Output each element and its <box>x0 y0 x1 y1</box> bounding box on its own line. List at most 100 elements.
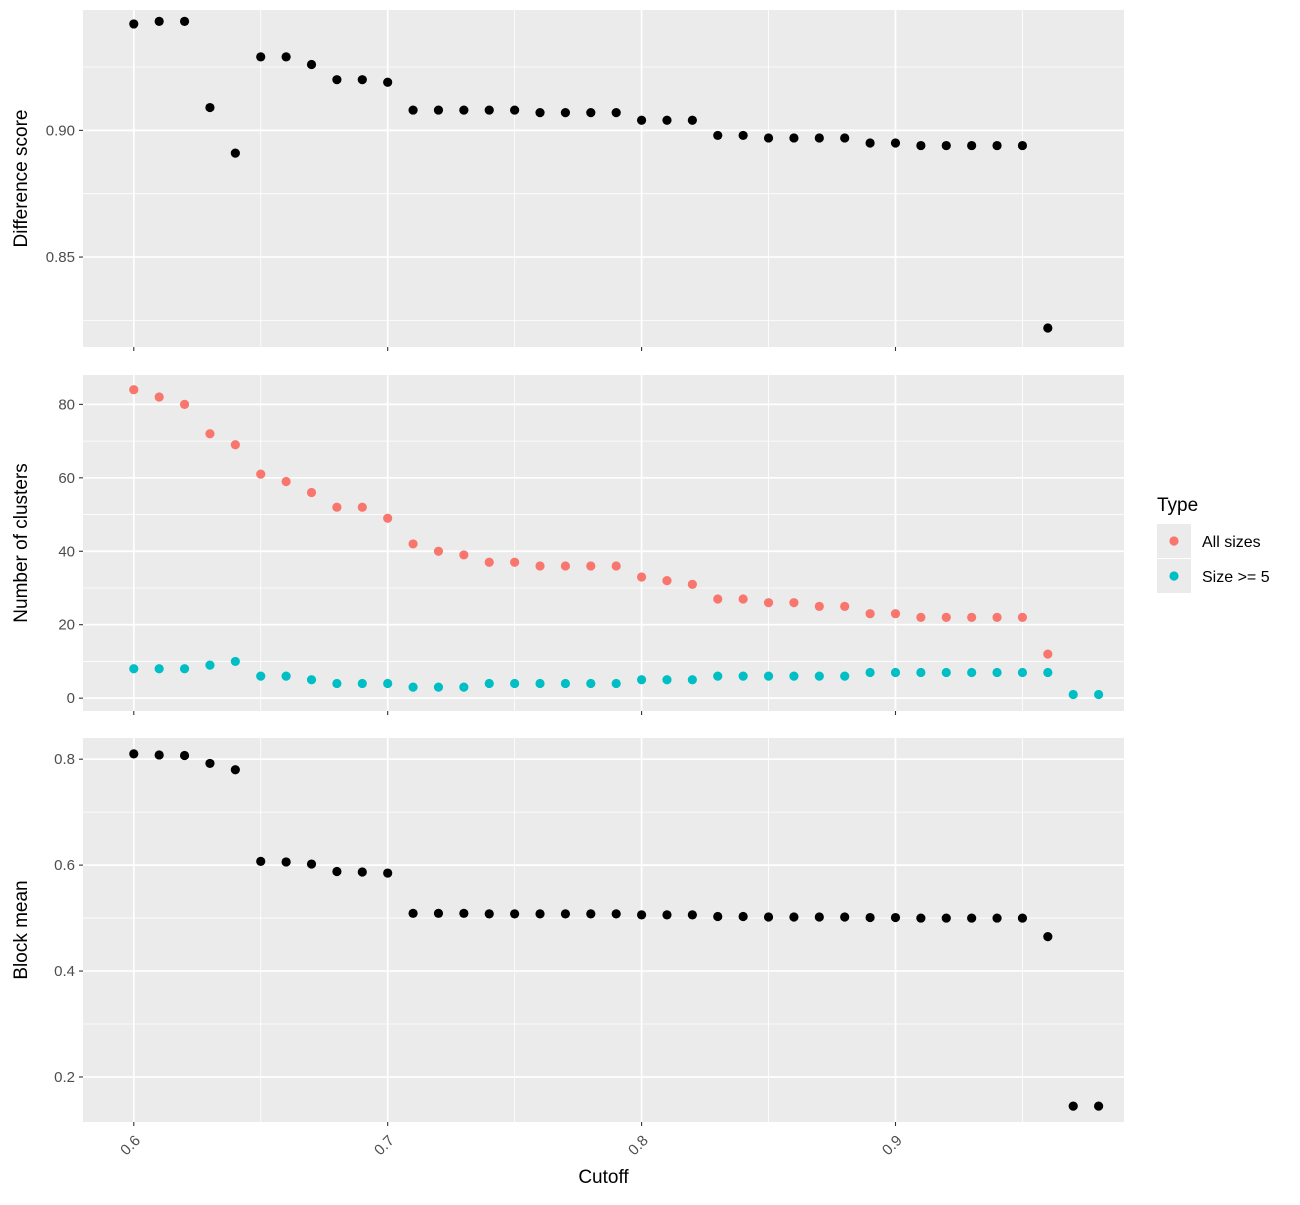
x-tick-label: 0.6 <box>117 1132 144 1159</box>
panel-2: 0 20 40 60 80 Number of clusters Type All sizes… <box>11 375 1270 715</box>
data-point <box>433 105 444 115</box>
data-point <box>865 609 875 619</box>
data-point <box>281 52 291 62</box>
data-point <box>789 598 799 608</box>
series-1 <box>129 385 1053 659</box>
x-tick-label: 0.7 <box>371 1132 398 1159</box>
data-point <box>789 912 799 922</box>
data-point <box>560 561 571 571</box>
legend-label: Size >= 5 <box>1202 569 1270 586</box>
panel-3: 0.2 0.4 0.6 0.8 Block mean 0.6 0.7 0.8 0.9 Cutoff <box>11 738 1124 1188</box>
series-1 <box>129 16 1053 333</box>
data-point <box>179 399 190 409</box>
data-point <box>789 133 799 143</box>
data-point <box>332 502 342 512</box>
data-point <box>129 19 139 29</box>
y-tick-label: 0.6 <box>54 857 75 874</box>
data-point <box>967 140 977 151</box>
data-point <box>357 75 367 85</box>
data-point <box>383 513 393 523</box>
legend: Type All sizes Size >= 5 <box>1157 495 1270 593</box>
data-point <box>1043 323 1053 333</box>
data-point <box>662 675 672 685</box>
y-tick-label: 0.4 <box>54 963 75 980</box>
data-point <box>129 385 139 395</box>
data-point <box>840 133 850 143</box>
data-point <box>154 750 164 760</box>
data-point <box>713 911 723 922</box>
data-point <box>154 16 164 27</box>
data-point <box>713 671 723 681</box>
data-point <box>459 105 469 115</box>
data-point <box>535 108 545 118</box>
data-point <box>510 557 520 567</box>
data-point <box>459 908 469 918</box>
data-point <box>662 115 672 125</box>
data-point <box>967 667 977 678</box>
data-point <box>281 671 291 681</box>
y-tick-label: 20 <box>58 617 75 634</box>
data-point <box>332 75 342 85</box>
data-point <box>713 130 723 141</box>
data-point <box>890 912 901 923</box>
data-point <box>484 105 494 115</box>
legend-marker <box>1169 571 1179 581</box>
data-point <box>560 678 571 689</box>
panel-background <box>83 738 1124 1122</box>
data-point <box>662 910 672 920</box>
data-point <box>408 105 418 115</box>
data-point <box>281 857 291 867</box>
data-point <box>408 539 418 549</box>
data-point <box>306 487 317 498</box>
data-point <box>129 664 139 674</box>
data-point <box>814 601 824 611</box>
data-point <box>433 682 444 692</box>
data-point <box>230 765 240 775</box>
data-point <box>763 598 774 608</box>
data-point <box>230 440 240 450</box>
data-point <box>306 59 317 70</box>
panel-background <box>83 10 1124 347</box>
y-axis-title: Number of clusters <box>11 463 32 622</box>
data-point <box>763 671 774 681</box>
data-point <box>433 546 444 556</box>
data-point <box>281 476 291 487</box>
data-point <box>535 678 545 689</box>
data-point <box>763 133 774 143</box>
data-point <box>230 148 240 158</box>
y-tick-label: 0 <box>67 690 75 707</box>
data-point <box>738 911 748 922</box>
data-point <box>636 572 647 582</box>
data-point <box>1043 932 1053 942</box>
x-tick-label: 0.9 <box>879 1132 906 1159</box>
data-point <box>510 909 520 919</box>
x-tick-label: 0.8 <box>625 1132 652 1159</box>
data-point <box>992 612 1002 622</box>
data-point <box>383 868 393 878</box>
data-point <box>992 667 1002 678</box>
y-tick-label: 60 <box>58 470 75 487</box>
data-point <box>357 502 367 512</box>
data-point <box>1017 667 1028 678</box>
data-point <box>332 678 342 689</box>
data-point <box>865 138 875 148</box>
data-point <box>383 77 393 87</box>
data-point <box>814 671 824 681</box>
data-point <box>636 675 647 685</box>
data-point <box>1094 689 1104 700</box>
data-point <box>1043 649 1053 659</box>
y-tick-label: 0.2 <box>54 1069 75 1086</box>
data-point <box>713 594 723 604</box>
data-point <box>484 557 494 567</box>
data-point <box>1017 913 1028 923</box>
data-point <box>154 664 164 674</box>
data-point <box>459 682 469 692</box>
data-point <box>1017 140 1028 151</box>
data-point <box>1017 612 1028 622</box>
data-point <box>1068 1101 1078 1111</box>
data-point <box>992 913 1002 923</box>
data-point <box>916 140 926 151</box>
data-point <box>687 675 697 685</box>
legend-title: Type <box>1157 495 1198 516</box>
